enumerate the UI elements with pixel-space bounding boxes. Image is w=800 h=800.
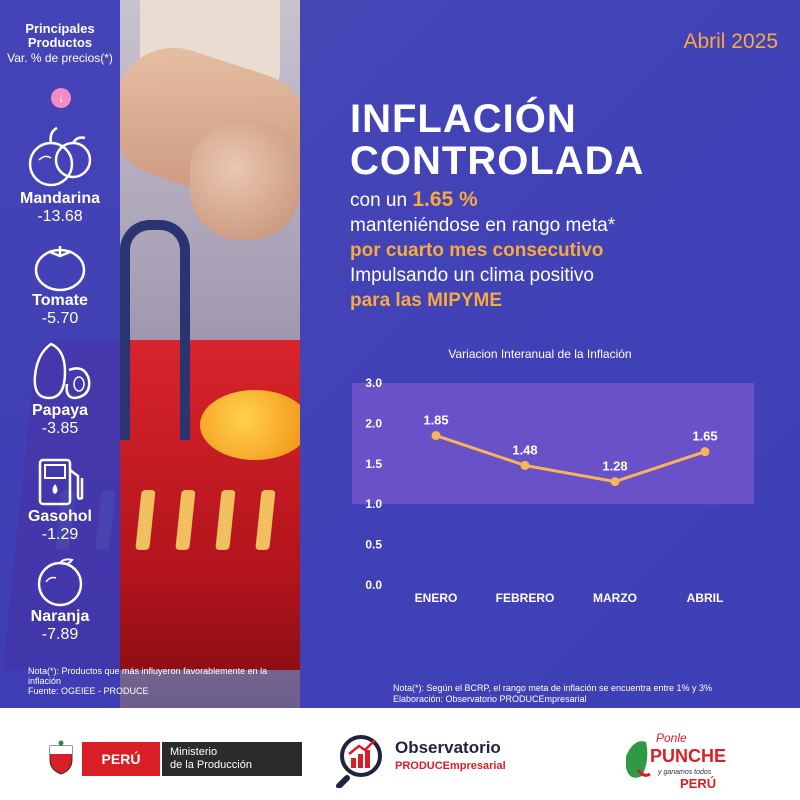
footnote-source: Fuente: OGEIEE - PRODUCE [28,686,149,696]
sub-line-5: para las MIPYME [350,290,503,311]
chart-credit: Elaboración: Observatorio PRODUCEmpresar… [393,694,587,704]
chart-title: Variacion Interanual de la Inflación [448,347,631,361]
headline: INFLACIÓN CONTROLADA [350,98,644,182]
x-tick-label: ABRIL [687,591,724,605]
target-range-band [352,383,754,505]
data-label: 1.48 [512,442,537,457]
y-tick-label: 0.5 [365,538,382,552]
product-gasohol: Gasohol -1.29 [0,456,120,544]
punche-text: PUNCHE [650,746,726,766]
chart-footnote: Nota(*): Según el BCRP, el rango meta de… [393,683,712,705]
data-label: 1.28 [602,459,627,474]
papaya-icon [33,342,91,400]
product-mandarina: Mandarina -13.68 [0,124,120,226]
coat-of-arms-icon [49,740,73,775]
data-label: 1.65 [692,429,717,444]
products-sidebar: Principales Productos Var. % de precios(… [0,0,120,708]
left-footnote: Nota(*): Productos que más influyeron fa… [28,666,288,696]
sub-line-4: Impulsando un clima positivo [350,265,594,286]
ponle-punche-logo: Ponle PUNCHE y ganamos todos PERÚ [626,731,726,791]
ganamos-text: y ganamos todos [657,769,712,776]
product-naranja: Naranja -7.89 [0,556,120,644]
observatorio-logo: Observatorio PRODUCEmpresarial [335,728,525,788]
subheadline: con un 1.65 % manteniéndose en rango met… [350,187,615,313]
ministry-line2: de la Producción [170,759,252,771]
inflation-value: 1.65 % [412,188,478,211]
product-papaya: Papaya -3.85 [0,340,120,438]
fuel-pump-icon [38,458,84,506]
data-point [610,477,620,487]
product-name: Mandarina [19,190,100,207]
product-name: Tomate [32,292,88,309]
data-point [431,431,441,441]
sidebar-subtitle: Var. % de precios(*) [7,51,113,65]
sub-line-1-prefix: con un [350,190,413,211]
ministry-label: Ministerio de la Producción [162,742,302,776]
x-tick-label: FEBRERO [496,591,555,605]
footnote-note: Nota(*): Productos que más influyeron fa… [28,666,268,686]
magnifier-chart-icon [336,735,382,788]
hand [190,120,300,240]
sub-line-1: con un 1.65 % [350,187,615,213]
inflation-series-line [435,434,706,484]
product-value: -13.68 [37,208,83,225]
right-panel [300,0,800,708]
product-value: -1.29 [41,526,79,543]
product-name: Papaya [31,402,89,419]
peru-ministry-logo: PERÚ Ministerio de la Producción [46,740,302,780]
y-tick-label: 2.0 [365,416,382,430]
tomato-icon [34,246,86,292]
mandarin-icon [28,126,92,187]
fruit [200,390,300,460]
peru-label: PERÚ [82,742,160,776]
basket-handle [120,220,190,440]
y-tick-label: 1.5 [365,457,382,471]
sub-line-3: por cuarto mes consecutivo [350,240,604,261]
orange-icon [37,558,83,607]
ministry-line1: Ministerio [170,746,218,758]
data-label: 1.85 [423,413,448,428]
ponle-text: Ponle [656,731,687,745]
data-point [700,447,710,457]
headline-line2: CONTROLADA [350,139,645,183]
data-point [520,460,530,470]
product-name: Gasohol [27,508,92,525]
sub-line-2: manteniéndose en rango meta* [350,215,616,236]
y-tick-label: 1.0 [365,497,382,511]
product-value: -5.70 [41,310,79,327]
y-tick-label: 0.0 [365,578,382,592]
sidebar-title: Principales Productos [25,21,95,50]
peru-text: PERÚ [680,776,716,791]
product-tomate: Tomate -5.70 [0,240,120,328]
product-value: -3.85 [41,420,79,437]
product-value: -7.89 [41,626,79,643]
inflation-line-chart: Variacion Interanual de la Inflación 0.0… [352,347,754,605]
observatorio-subtitle: PRODUCEmpresarial [395,760,506,772]
x-tick-label: MARZO [593,591,637,605]
observatorio-title: Observatorio [395,738,501,757]
report-date: Abril 2025 [683,30,778,53]
product-name: Naranja [30,608,90,625]
headline-line1: INFLACIÓN [350,97,577,141]
arrow-down-icon: ↓ [51,88,71,108]
x-tick-label: ENERO [415,591,458,605]
y-tick-label: 3.0 [365,376,382,390]
chart-note: Nota(*): Según el BCRP, el rango meta de… [393,683,713,693]
